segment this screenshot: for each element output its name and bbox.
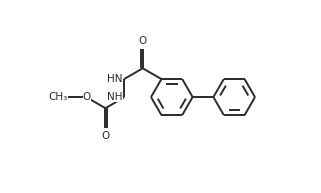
Text: O: O — [101, 131, 109, 141]
Text: O: O — [139, 36, 147, 46]
Text: NH: NH — [107, 92, 123, 102]
Text: CH₃: CH₃ — [48, 92, 68, 102]
Text: O: O — [82, 92, 91, 102]
Text: HN: HN — [107, 74, 123, 84]
